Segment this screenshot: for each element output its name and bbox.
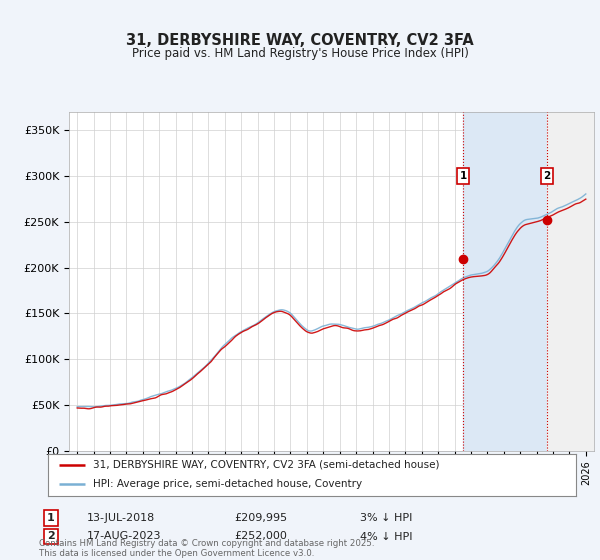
Text: Contains HM Land Registry data © Crown copyright and database right 2025.
This d: Contains HM Land Registry data © Crown c… bbox=[39, 539, 374, 558]
Text: 3% ↓ HPI: 3% ↓ HPI bbox=[360, 513, 412, 523]
Bar bbox=[547, 112, 594, 451]
Text: £209,995: £209,995 bbox=[234, 513, 287, 523]
Text: Price paid vs. HM Land Registry's House Price Index (HPI): Price paid vs. HM Land Registry's House … bbox=[131, 47, 469, 60]
Text: HPI: Average price, semi-detached house, Coventry: HPI: Average price, semi-detached house,… bbox=[93, 479, 362, 489]
Text: 13-JUL-2018: 13-JUL-2018 bbox=[87, 513, 155, 523]
Text: 17-AUG-2023: 17-AUG-2023 bbox=[87, 531, 161, 542]
Text: 31, DERBYSHIRE WAY, COVENTRY, CV2 3FA: 31, DERBYSHIRE WAY, COVENTRY, CV2 3FA bbox=[126, 32, 474, 48]
Text: 2: 2 bbox=[47, 531, 55, 542]
Text: £252,000: £252,000 bbox=[234, 531, 287, 542]
Text: 2: 2 bbox=[543, 171, 550, 181]
Text: 1: 1 bbox=[47, 513, 55, 523]
Text: 4% ↓ HPI: 4% ↓ HPI bbox=[360, 531, 413, 542]
Text: 1: 1 bbox=[460, 171, 467, 181]
Bar bbox=[463, 112, 547, 451]
Text: 31, DERBYSHIRE WAY, COVENTRY, CV2 3FA (semi-detached house): 31, DERBYSHIRE WAY, COVENTRY, CV2 3FA (s… bbox=[93, 460, 439, 470]
